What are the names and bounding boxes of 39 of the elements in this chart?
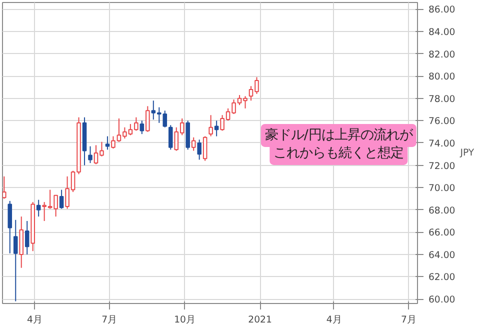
y-axis-title: JPY (459, 148, 474, 158)
y-tick-label: 60.00 (428, 294, 456, 306)
y-tick-label: 76.00 (428, 116, 456, 128)
x-tick-label: 7月 (401, 314, 416, 326)
candlestick (191, 136, 196, 152)
candlestick (105, 136, 110, 150)
candlestick (24, 220, 30, 255)
candlestick (2, 176, 6, 200)
y-tick-label: 82.00 (428, 49, 456, 60)
candlestick (208, 114, 213, 137)
candlestick (36, 199, 41, 218)
annotation: これからも続くと想定 (274, 146, 404, 161)
candlestick (168, 124, 173, 150)
x-tick-label: 4月 (27, 314, 42, 326)
y-tick-label: 86.00 (428, 4, 456, 16)
x-tick-label: 4月 (326, 314, 342, 326)
x-tick-label: 7月 (102, 314, 117, 326)
x-tick-label: 2021 (248, 314, 272, 326)
y-tick-label: 78.00 (428, 94, 456, 105)
y-tick-label: 70.00 (428, 183, 456, 194)
annotation: 豪ドル/円は上昇の流れが (264, 126, 414, 143)
candlestick (146, 106, 150, 132)
y-tick-label: 80.00 (428, 72, 456, 83)
y-tick-label: 62.00 (428, 272, 456, 284)
y-tick-label: 64.00 (428, 250, 456, 261)
y-tick-label: 84.00 (428, 26, 456, 38)
candlestick (197, 139, 202, 160)
y-tick-label: 74.00 (428, 138, 456, 150)
candlestick (202, 136, 208, 162)
candlestick (88, 146, 92, 164)
y-tick-label: 72.00 (428, 160, 456, 172)
candlestick (214, 120, 219, 137)
y-tick-label: 66.00 (428, 228, 456, 239)
candlestick (8, 200, 12, 254)
x-tick-label: 10月 (174, 314, 196, 326)
candlestick (59, 189, 64, 210)
candlestick (13, 219, 18, 302)
candlestick (140, 120, 144, 135)
y-tick-label: 68.00 (428, 205, 456, 216)
